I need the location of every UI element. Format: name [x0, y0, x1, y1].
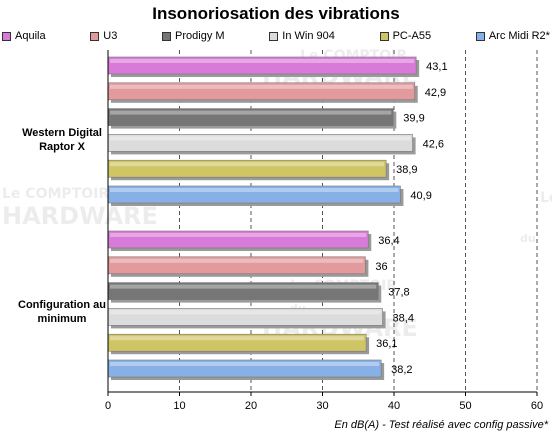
legend-swatch: [379, 31, 389, 41]
category-label: Configuration au: [18, 299, 106, 311]
legend-swatch: [475, 31, 485, 41]
legend-item-u3: U3: [90, 30, 117, 42]
bar-gloss: [110, 110, 392, 115]
category-label: Raptor X: [39, 141, 86, 153]
bar-gloss: [110, 136, 411, 141]
data-label: 42,9: [425, 87, 446, 99]
legend-item-pc-a55: PC-A55: [379, 30, 432, 42]
legend-label: Aquila: [15, 30, 46, 42]
data-label: 38,2: [391, 364, 412, 376]
bar-gloss: [110, 188, 399, 192]
x-tick-label: 0: [105, 400, 111, 412]
legend-label: Arc Midi R2*: [488, 30, 550, 42]
legend-item-prodigy-m: Prodigy M: [162, 30, 225, 42]
x-tick-label: 40: [388, 400, 400, 412]
bar-gloss: [110, 59, 415, 63]
bar-gloss: [110, 284, 377, 289]
watermark-text: Le COMPTOIR: [540, 190, 552, 206]
bar-gloss: [110, 258, 364, 263]
data-label: 36,1: [376, 338, 397, 350]
data-label: 36,4: [378, 235, 399, 247]
legend-label: PC-A55: [392, 30, 432, 42]
legend-label: U3: [103, 30, 118, 42]
bar-gloss: [110, 336, 365, 341]
bar-gloss: [110, 233, 367, 237]
legend-item-arc-midi-r2: Arc Midi R2*: [475, 30, 550, 42]
legend-label: In Win 904: [282, 30, 335, 42]
chart-title: Insonoriosation des vibrations: [152, 4, 400, 23]
legend: Aquila U3 Prodigy M In Win 904 PC-A55 Arc Mid…: [2, 27, 550, 45]
legend-swatch: [90, 31, 100, 41]
data-label: 39,9: [403, 113, 424, 125]
category-label: minimum: [38, 313, 87, 325]
watermark-text: HARDWARE: [2, 202, 158, 230]
data-label: 40,9: [410, 190, 431, 202]
bar-gloss: [110, 84, 413, 89]
x-tick-label: 50: [459, 400, 471, 412]
x-tick-label: 30: [316, 400, 328, 412]
legend-item-aquila: Aquila: [2, 30, 46, 42]
data-label: 38,4: [393, 312, 414, 324]
data-label: 38,9: [396, 164, 417, 176]
x-tick-label: 10: [173, 400, 185, 412]
legend-swatch: [2, 31, 11, 41]
category-label: Western Digital: [22, 127, 102, 139]
x-tick-label: 60: [531, 400, 543, 412]
legend-label: Prodigy M: [175, 30, 225, 42]
x-tick-label: 20: [245, 400, 257, 412]
data-label: 36: [375, 261, 387, 273]
legend-swatch: [162, 31, 172, 41]
data-label: 43,1: [426, 61, 447, 73]
data-label: 37,8: [388, 287, 409, 299]
bar-gloss: [110, 362, 380, 366]
data-label: 42,6: [423, 138, 444, 150]
x-axis-label: En dB(A) - Test réalisé avec config pass…: [334, 419, 548, 431]
legend-item-in-win-904: In Win 904: [269, 30, 335, 42]
bar-gloss: [110, 162, 385, 167]
watermark-text: Le COMPTOIR: [2, 186, 109, 202]
legend-swatch: [269, 31, 279, 41]
bar-gloss: [110, 310, 381, 315]
watermark-text: du: [520, 232, 536, 245]
